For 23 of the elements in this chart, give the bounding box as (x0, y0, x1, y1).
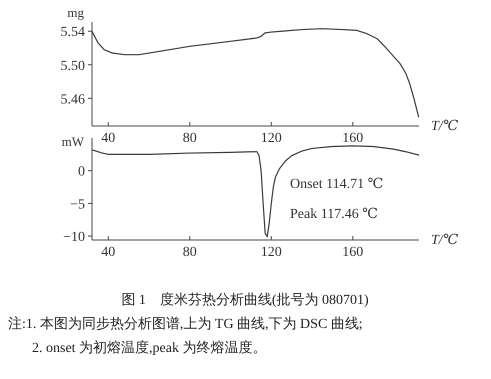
x-tick-label: 80 (182, 131, 197, 146)
x-tick-label: 120 (260, 131, 282, 146)
y-tick-label: 5.54 (60, 25, 85, 40)
y-axis-title: mW (62, 134, 85, 149)
annotation: Onset 114.71 ℃ (290, 177, 384, 192)
x-tick-label: 120 (260, 245, 282, 260)
y-tick-label: −10 (63, 230, 85, 246)
x-tick-label: 160 (342, 131, 364, 146)
y-tick-label: 5.50 (60, 58, 85, 74)
x-axis-title: T/℃ (431, 119, 459, 134)
text: 2. onset 为初熔温度,peak 为终熔温度。 (32, 340, 266, 356)
x-axis-title: T/℃ (431, 233, 459, 248)
y-axis-title: mg (67, 5, 84, 20)
y-tick-label: 5.46 (60, 92, 85, 108)
y-tick-label: −5 (70, 197, 85, 212)
x-tick-label: 40 (101, 245, 116, 260)
text: 注:1. 本图为同步热分析图谱,上为 TG 曲线,下为 DSC 曲线; (8, 316, 363, 332)
x-tick-label: 80 (182, 245, 197, 260)
x-tick-label: 160 (342, 245, 364, 260)
x-tick-label: 40 (101, 131, 116, 146)
y-tick-label: 0 (78, 164, 85, 180)
annotation: Peak 117.46 ℃ (290, 207, 378, 222)
text: 图 1 度米芬热分析曲线(批号为 080701) (121, 292, 369, 308)
